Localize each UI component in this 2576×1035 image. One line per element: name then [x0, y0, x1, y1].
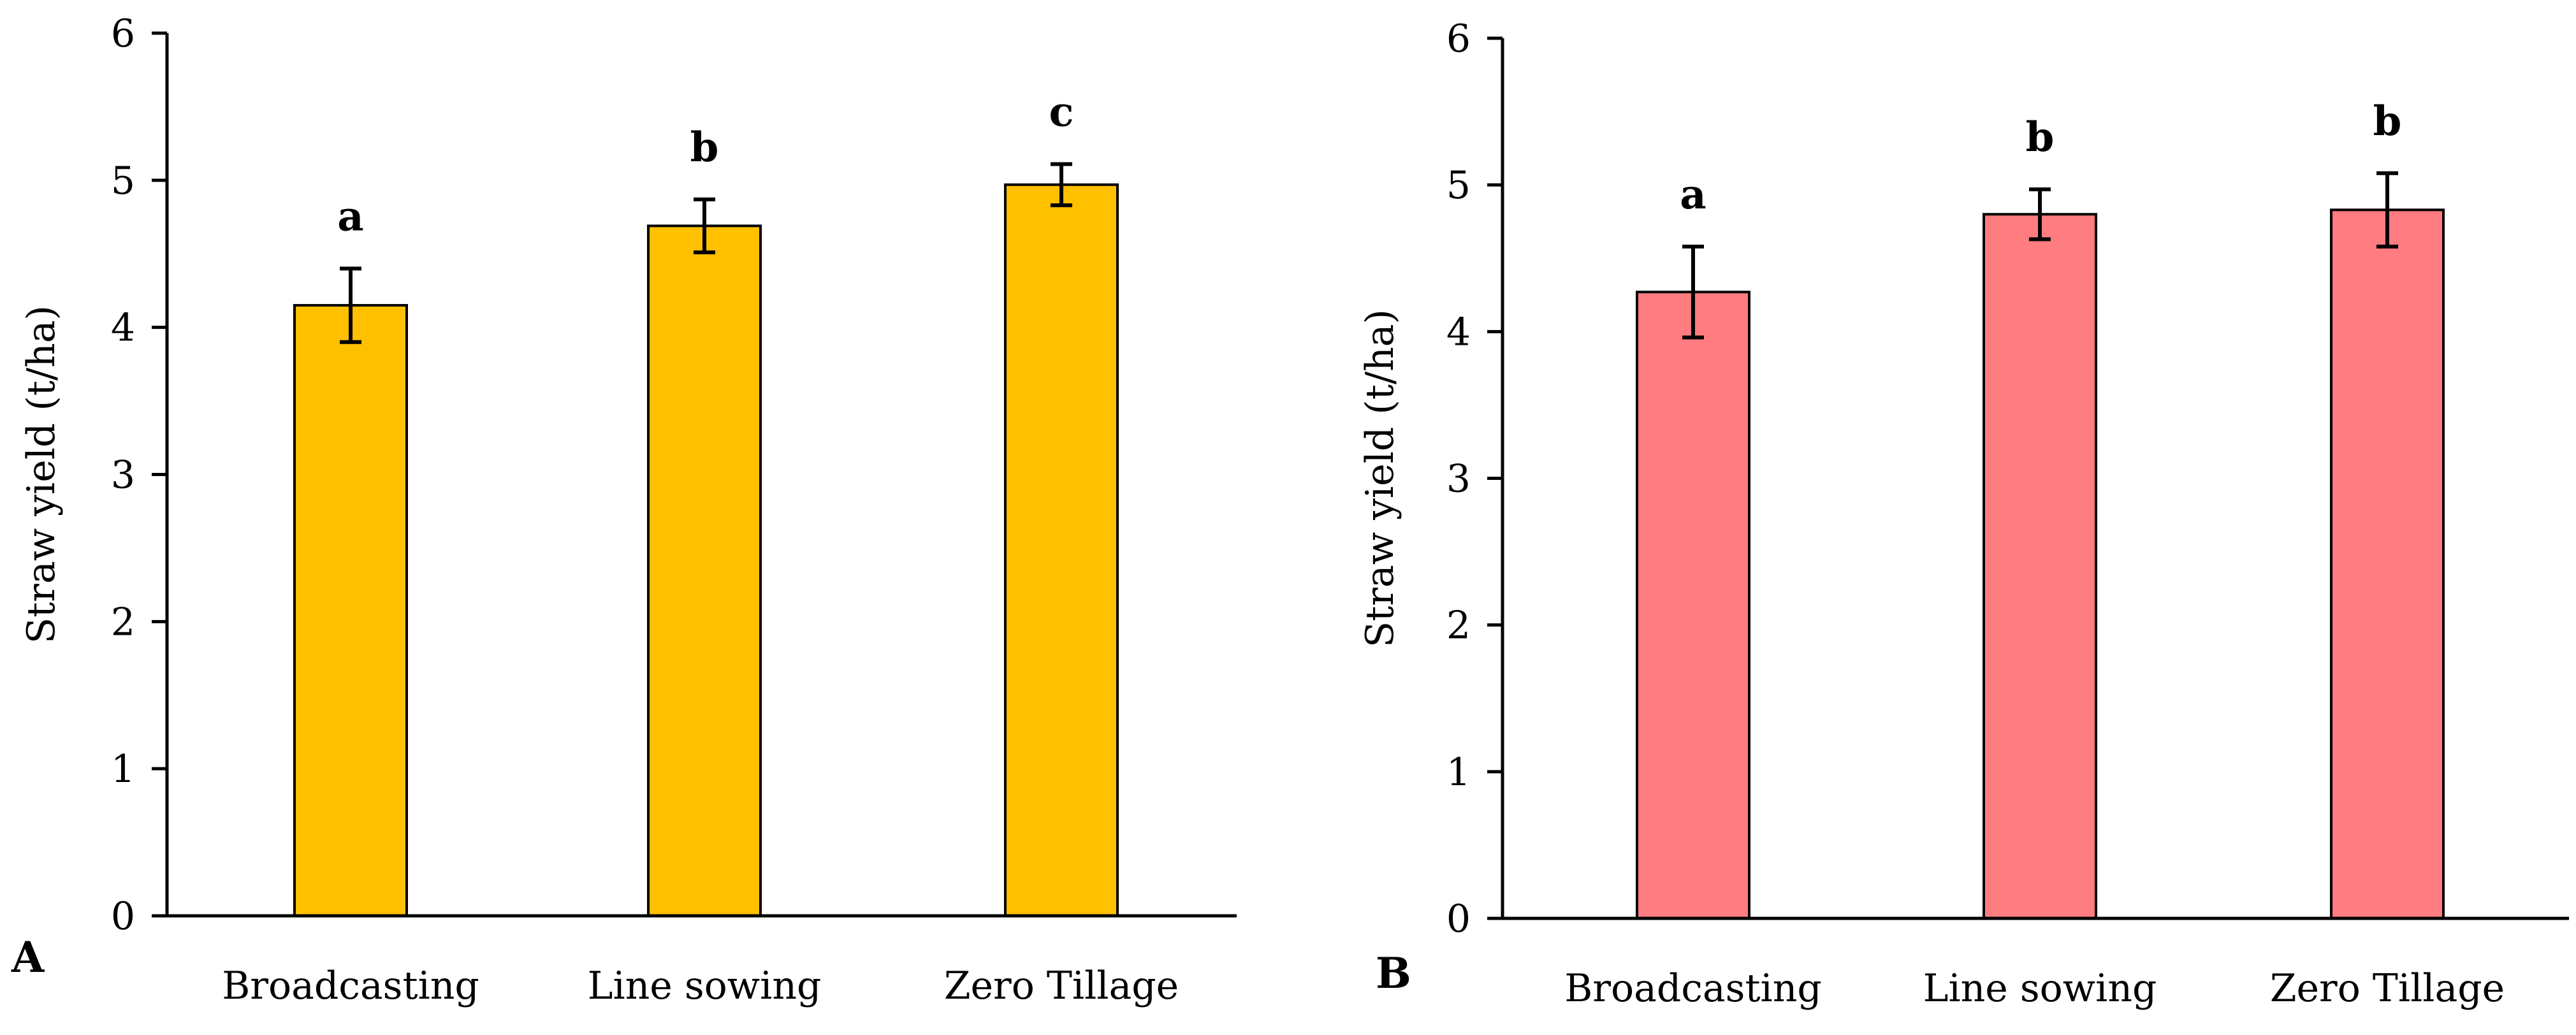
y-tick-label: 0	[111, 894, 135, 939]
x-tick-label: Broadcasting	[222, 964, 479, 1008]
y-tick-label: 6	[1446, 17, 1471, 61]
y-tick-label: 3	[1446, 457, 1471, 502]
bar-line-sowing	[647, 224, 762, 917]
bar-zero-tillage	[2330, 208, 2445, 920]
y-tick-label: 6	[111, 11, 135, 56]
significance-letter: b	[690, 124, 719, 171]
panel-label: B	[1376, 948, 1411, 998]
panel-label: A	[11, 932, 45, 982]
x-tick-label: Zero Tillage	[2270, 966, 2505, 1011]
x-tick-label: Zero Tillage	[944, 964, 1179, 1008]
significance-letter: c	[1049, 88, 1074, 136]
significance-letter: a	[1680, 171, 1706, 219]
y-axis-title: Straw yield (t/ha)	[1358, 309, 1402, 648]
y-tick-label: 3	[111, 453, 135, 498]
significance-letter: b	[2373, 98, 2402, 145]
y-tick-label: 5	[111, 159, 135, 203]
y-axis-title: Straw yield (t/ha)	[19, 305, 64, 644]
y-tick-label: 4	[111, 306, 135, 351]
y-tick-label: 5	[1446, 163, 1471, 208]
x-tick-label: Broadcasting	[1564, 966, 1822, 1011]
y-tick-label: 2	[1446, 604, 1471, 648]
bar-zero-tillage	[1004, 183, 1119, 918]
y-tick-label: 1	[111, 747, 135, 792]
bar-broadcasting	[1636, 291, 1750, 920]
bar-broadcasting	[293, 304, 408, 917]
significance-letter: a	[337, 192, 363, 240]
y-tick-label: 0	[1446, 897, 1471, 941]
bar-line-sowing	[1983, 213, 2097, 920]
y-tick-label: 4	[1446, 310, 1471, 354]
x-tick-label: Line sowing	[1923, 966, 2157, 1011]
y-tick-label: 1	[1446, 750, 1471, 795]
significance-letter: b	[2026, 113, 2055, 161]
x-tick-label: Line sowing	[588, 964, 822, 1008]
y-tick-label: 2	[111, 600, 135, 644]
